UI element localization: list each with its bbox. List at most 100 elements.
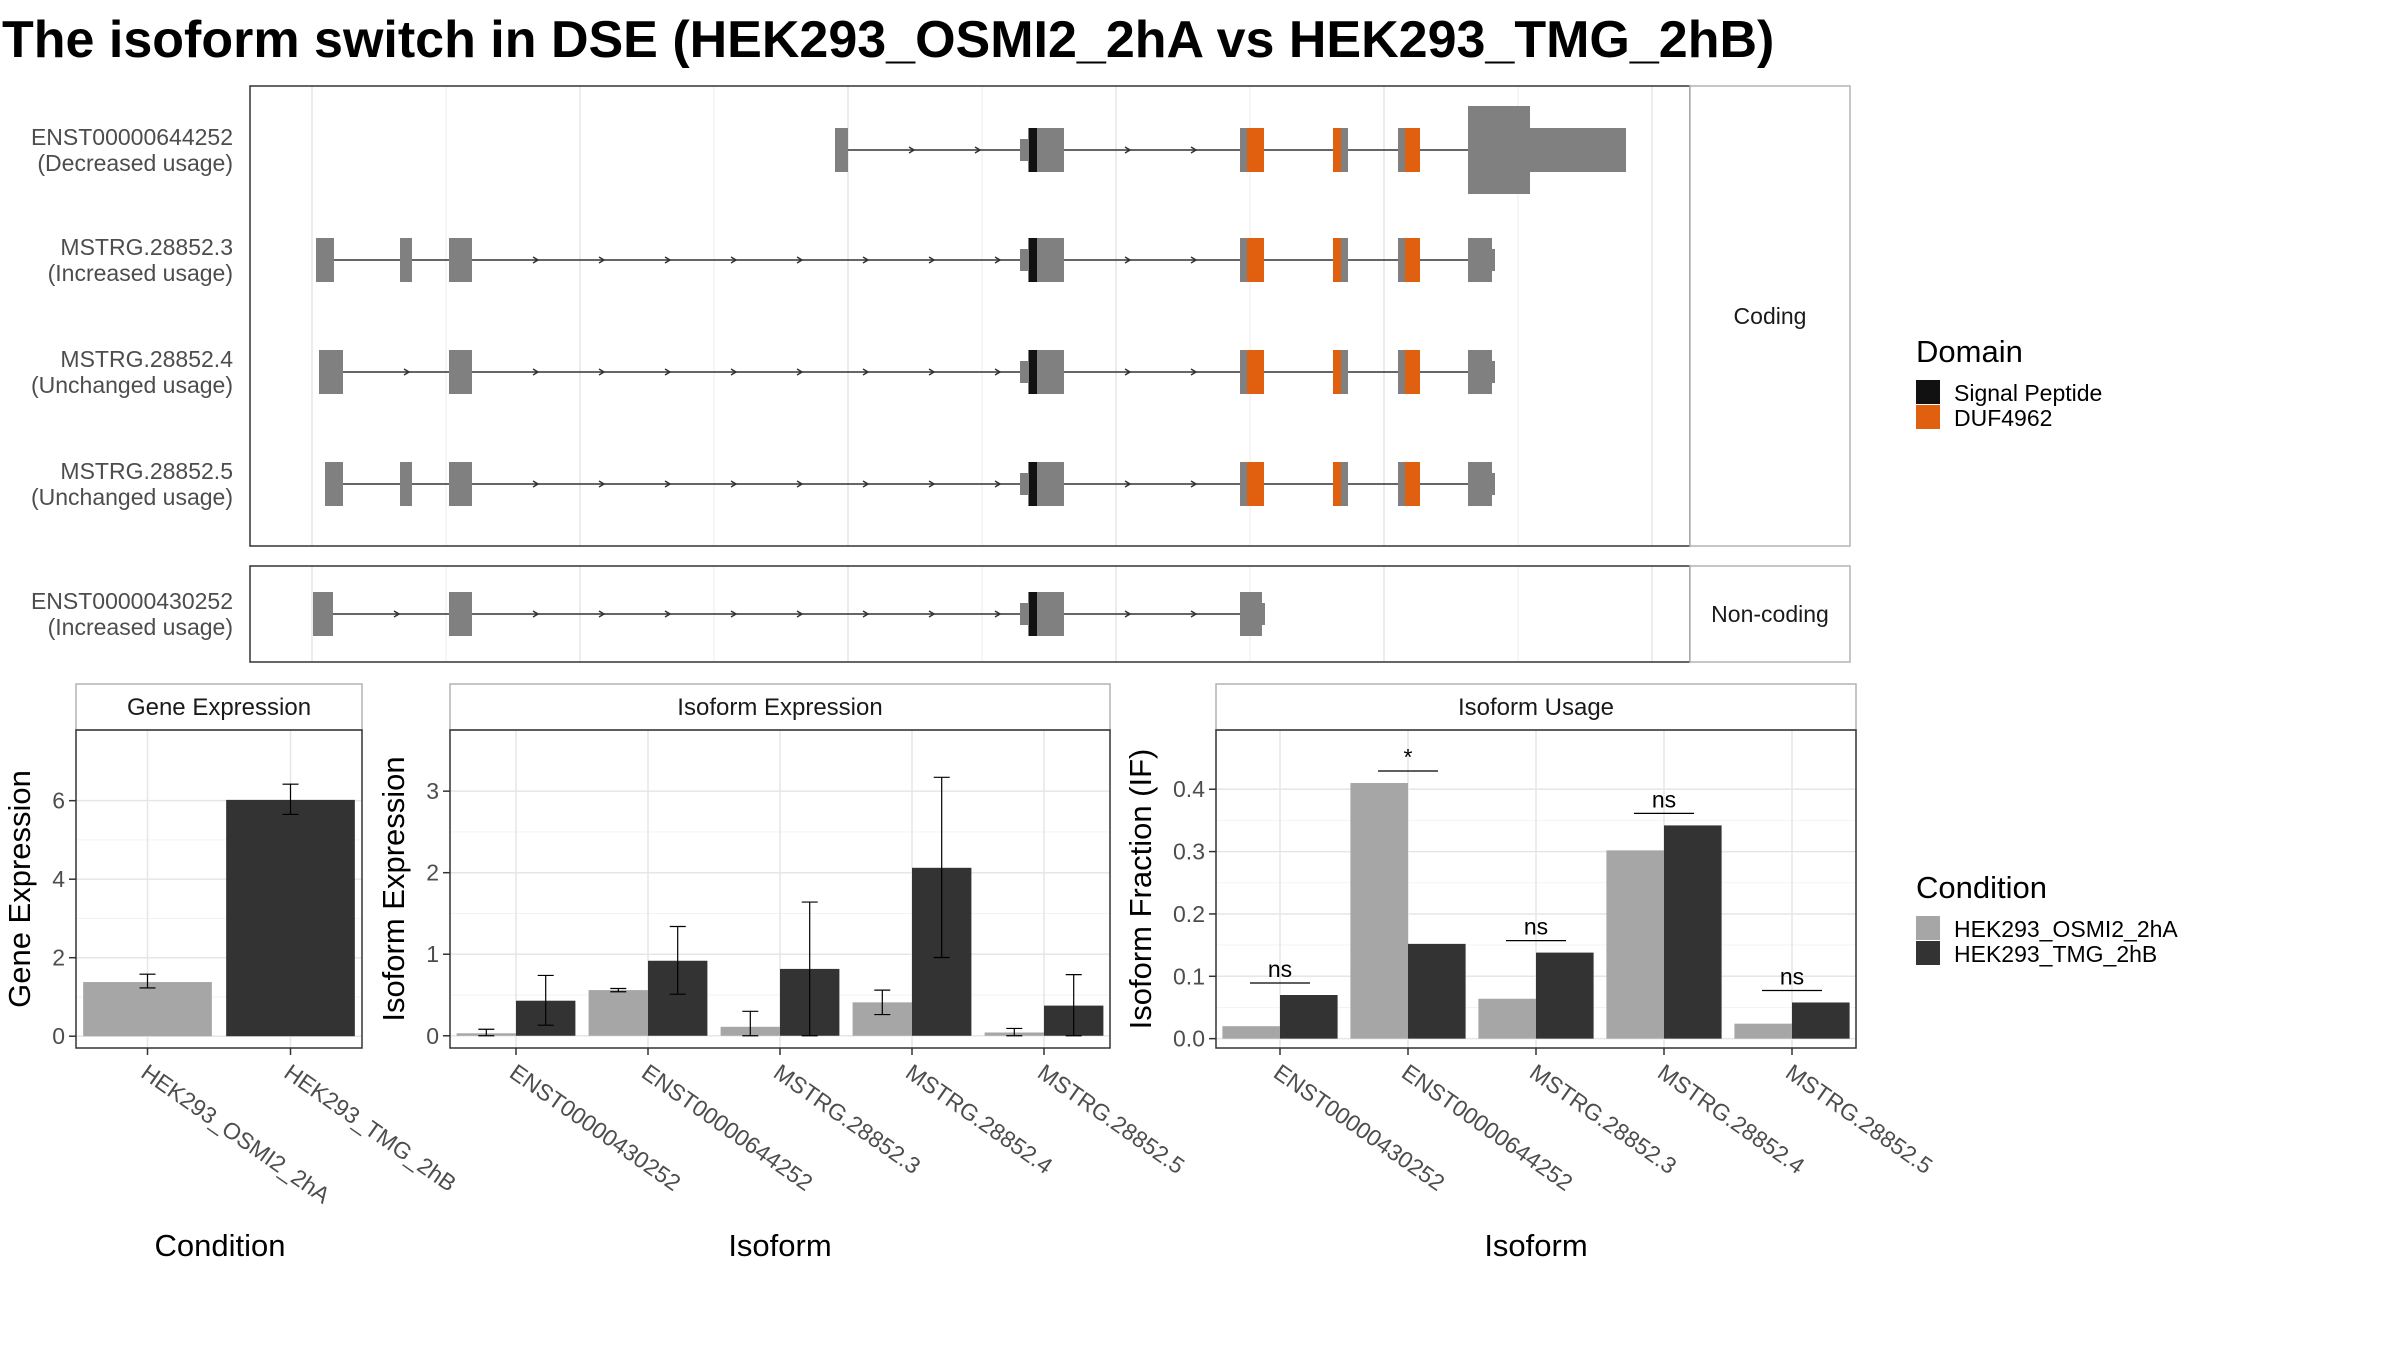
significance-label: ns — [1524, 914, 1548, 940]
exon-utr — [1262, 603, 1265, 625]
direction-arrow — [664, 368, 672, 376]
exon — [1468, 462, 1492, 506]
structure-facet-panel — [250, 86, 1690, 546]
panel-strip-label: Isoform Expression — [677, 694, 882, 721]
transcript-usage-label: (Unchanged usage) — [31, 372, 233, 398]
direction-arrow — [730, 368, 738, 376]
direction-arrow — [908, 146, 916, 154]
direction-arrow — [1124, 146, 1132, 154]
signal-peptide-domain — [1029, 128, 1037, 172]
direction-arrow — [796, 368, 804, 376]
panel-border — [1215, 729, 1857, 1049]
significance-label: * — [1404, 744, 1413, 770]
direction-arrow — [598, 480, 606, 488]
transcript-id-label: MSTRG.28852.4 — [60, 346, 233, 372]
x-axis-title: Isoform — [1484, 1228, 1587, 1263]
direction-arrow — [994, 368, 1002, 376]
direction-arrow — [928, 480, 936, 488]
legend-label: HEK293_OSMI2_2hA — [1954, 916, 2178, 942]
y-tick-label: 6 — [52, 788, 65, 814]
y-tick-label: 0.2 — [1173, 901, 1205, 927]
transcript-usage-label: (Unchanged usage) — [31, 484, 233, 510]
exon — [449, 238, 472, 282]
bar — [1222, 1026, 1280, 1039]
legend-key — [1916, 916, 1940, 940]
panel-strip — [1215, 683, 1857, 731]
exon-utr — [1020, 603, 1028, 625]
transcript-usage-label: (Decreased usage) — [37, 150, 233, 176]
exon-utr — [1020, 361, 1028, 383]
direction-arrow — [928, 368, 936, 376]
y-tick-label: 4 — [52, 866, 65, 892]
panel-strip — [449, 683, 1111, 731]
direction-arrow — [1190, 480, 1198, 488]
direction-arrow — [1190, 146, 1198, 154]
direction-arrow — [1124, 480, 1132, 488]
direction-arrow — [1124, 368, 1132, 376]
facet-strip-label: Non-coding — [1711, 601, 1829, 627]
duf4962-domain — [1405, 128, 1420, 172]
direction-arrow — [664, 610, 672, 618]
y-tick-label: 3 — [426, 778, 439, 804]
x-axis-title: Condition — [155, 1228, 286, 1263]
direction-arrow — [1190, 610, 1198, 618]
direction-arrow — [403, 368, 411, 376]
direction-arrow — [532, 256, 540, 264]
bar — [1606, 850, 1664, 1039]
y-tick-label: 0 — [52, 1023, 65, 1049]
x-axis-title: Isoform — [728, 1228, 831, 1263]
direction-arrow — [730, 480, 738, 488]
direction-arrow — [598, 368, 606, 376]
exon — [400, 462, 412, 506]
exon-utr — [1492, 361, 1495, 383]
exon-utr — [1492, 249, 1495, 271]
panel-border — [75, 729, 363, 1049]
transcript-mstrg-28852-4: MSTRG.28852.4(Unchanged usage) — [31, 346, 1495, 398]
direction-arrow — [730, 256, 738, 264]
direction-arrow — [796, 256, 804, 264]
bar — [1408, 943, 1466, 1039]
bar — [1664, 825, 1722, 1039]
bar — [1350, 783, 1408, 1039]
exon-utr — [1530, 128, 1626, 172]
exon — [313, 592, 333, 636]
bar — [1792, 1002, 1850, 1039]
direction-arrow — [532, 480, 540, 488]
duf4962-domain — [1405, 350, 1420, 394]
duf4962-domain — [1333, 238, 1341, 282]
direction-arrow — [796, 610, 804, 618]
direction-arrow — [598, 610, 606, 618]
exon — [449, 592, 472, 636]
transcript-enst00000644252: ENST00000644252(Decreased usage) — [31, 106, 1626, 194]
exon — [1468, 350, 1492, 394]
panel-strip-label: Gene Expression — [127, 694, 311, 721]
y-tick-label: 0.0 — [1173, 1026, 1205, 1052]
direction-arrow — [974, 146, 982, 154]
duf4962-domain — [1333, 128, 1341, 172]
transcript-usage-label: (Increased usage) — [48, 260, 233, 286]
exon — [835, 128, 848, 172]
direction-arrow — [862, 610, 870, 618]
transcript-id-label: ENST00000644252 — [31, 124, 233, 150]
isoform-expression-panel: Isoform ExpressionENST00000430252ENST000… — [376, 683, 1189, 1263]
exon — [325, 462, 343, 506]
exon — [1240, 592, 1262, 636]
y-tick-label: 0 — [426, 1023, 439, 1049]
duf4962-domain — [1247, 462, 1264, 506]
exon-utr — [1492, 473, 1495, 495]
panel-strip-label: Isoform Usage — [1458, 694, 1614, 721]
direction-arrow — [1190, 368, 1198, 376]
legend-label: DUF4962 — [1954, 405, 2052, 431]
y-tick-label: 0.1 — [1173, 963, 1205, 989]
transcript-mstrg-28852-5: MSTRG.28852.5(Unchanged usage) — [31, 458, 1495, 510]
direction-arrow — [928, 256, 936, 264]
direction-arrow — [532, 610, 540, 618]
direction-arrow — [994, 480, 1002, 488]
y-tick-label: 2 — [426, 860, 439, 886]
significance-label: ns — [1780, 963, 1804, 989]
direction-arrow — [664, 480, 672, 488]
bar — [1536, 952, 1594, 1039]
